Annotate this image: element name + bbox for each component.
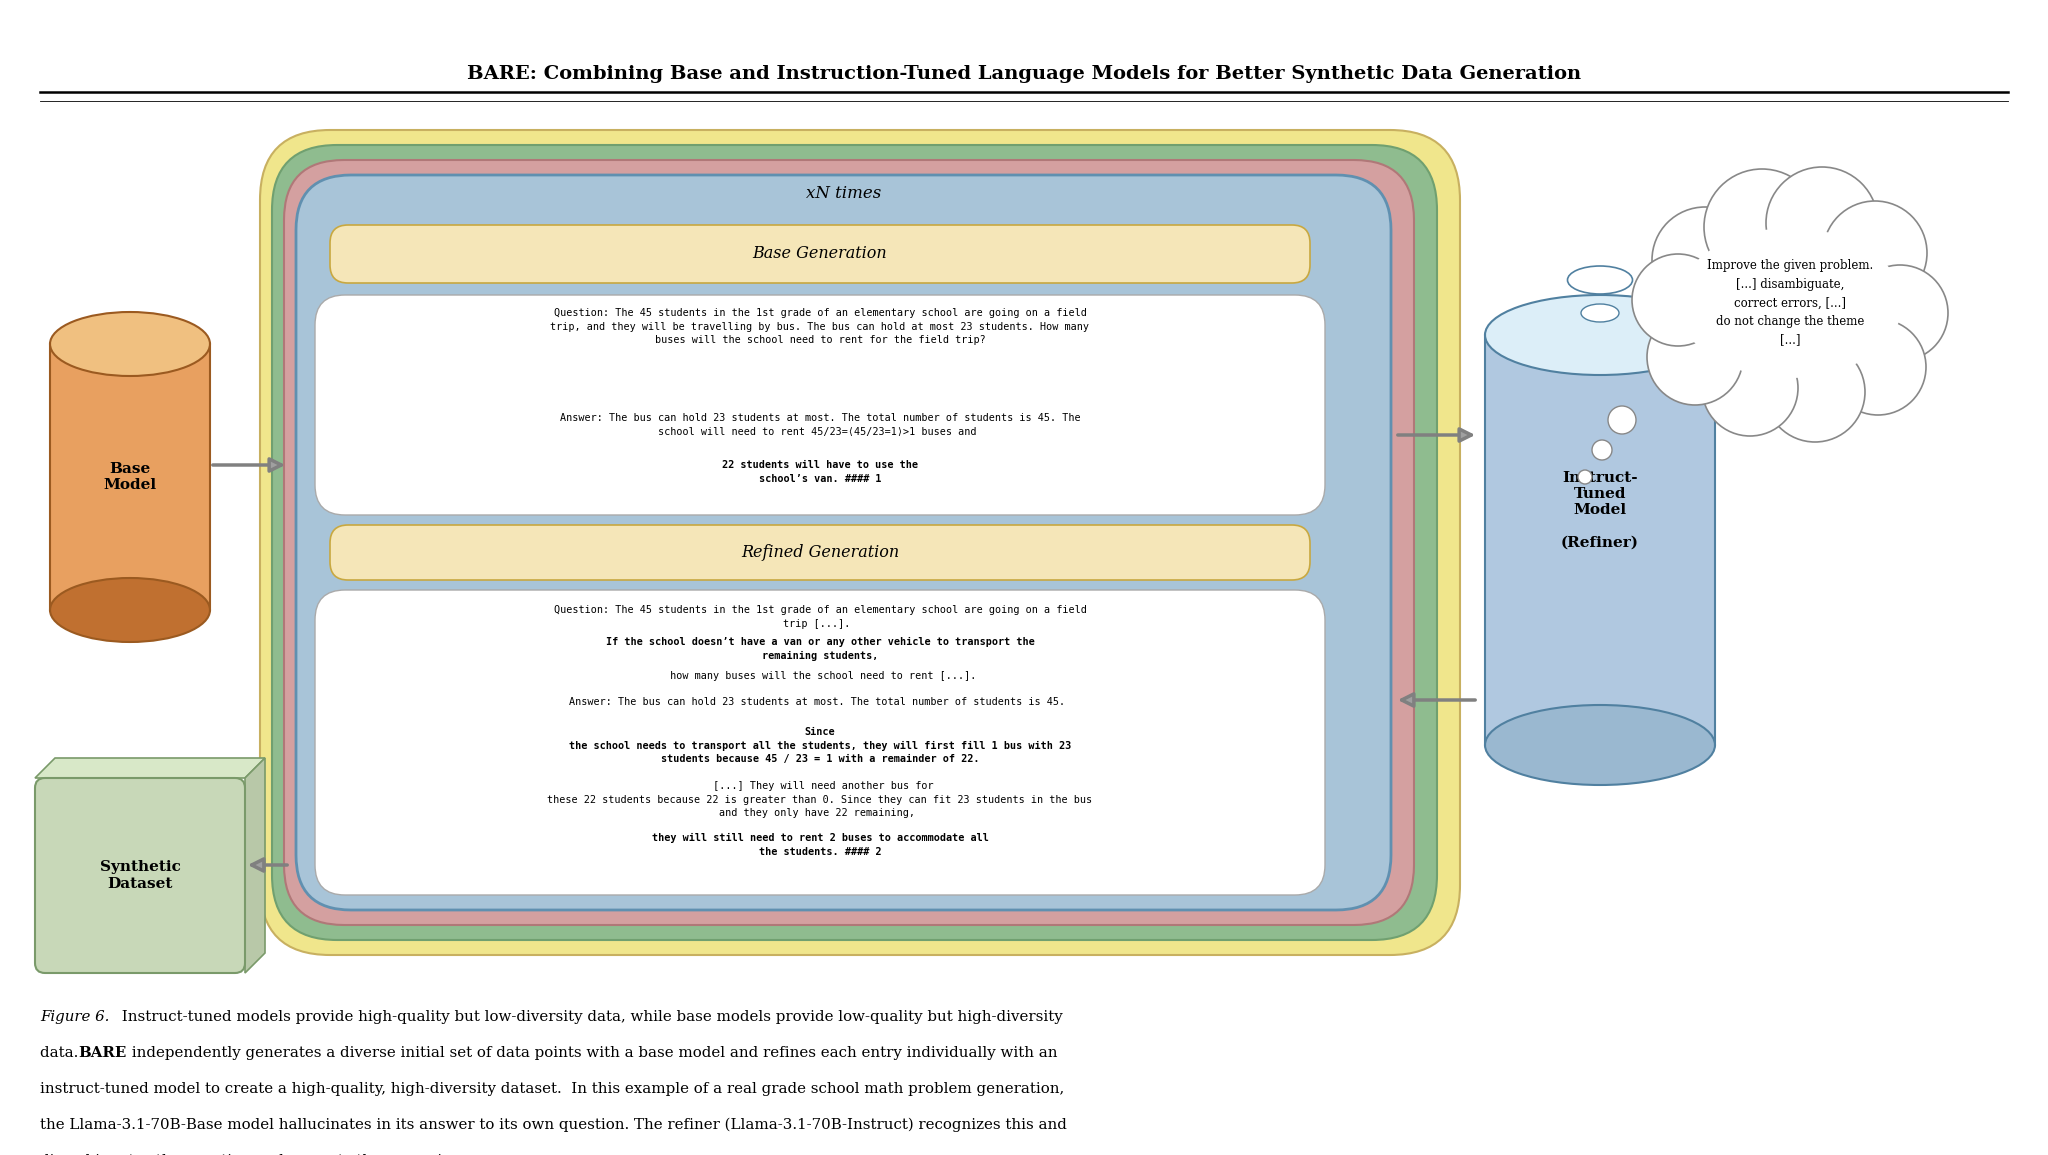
Circle shape [1765, 167, 1878, 280]
Ellipse shape [1567, 266, 1632, 295]
Circle shape [1591, 440, 1612, 460]
Circle shape [1579, 470, 1591, 484]
Text: independently generates a diverse initial set of data points with a base model a: independently generates a diverse initia… [127, 1046, 1057, 1060]
Text: [...] They will need another bus for
these 22 students because 22 is greater tha: [...] They will need another bus for the… [547, 781, 1092, 818]
Circle shape [1851, 264, 1948, 362]
Text: how many buses will the school need to rent [...].: how many buses will the school need to r… [664, 671, 977, 681]
Text: Figure 6.: Figure 6. [41, 1009, 109, 1024]
Circle shape [1632, 254, 1724, 346]
Text: BARE: Combining Base and Instruction-Tuned Language Models for Better Synthetic : BARE: Combining Base and Instruction-Tun… [467, 65, 1581, 83]
Text: Since
the school needs to transport all the students, they will first fill 1 bus: Since the school needs to transport all … [569, 726, 1071, 765]
Bar [49, 344, 211, 610]
Text: data.: data. [41, 1046, 84, 1060]
Ellipse shape [1485, 705, 1714, 785]
Text: If the school doesn’t have a van or any other vehicle to transport the
remaining: If the school doesn’t have a van or any … [606, 638, 1034, 661]
Text: Instruct-tuned models provide high-quality but low-diversity data, while base mo: Instruct-tuned models provide high-quali… [117, 1009, 1063, 1024]
Text: they will still need to rent 2 buses to accommodate all
the students. #### 2: they will still need to rent 2 buses to … [651, 833, 989, 857]
Circle shape [1608, 407, 1636, 434]
Text: Question: The 45 students in the 1st grade of an elementary school are going on : Question: The 45 students in the 1st gra… [553, 605, 1085, 628]
FancyBboxPatch shape [297, 176, 1391, 910]
Text: Answer: The bus can hold 23 students at most. The total number of students is 45: Answer: The bus can hold 23 students at … [569, 696, 1071, 707]
Polygon shape [246, 758, 264, 973]
Text: Base
Model: Base Model [104, 462, 156, 492]
Ellipse shape [1581, 304, 1620, 322]
Circle shape [1831, 319, 1925, 415]
FancyBboxPatch shape [315, 590, 1325, 895]
FancyBboxPatch shape [330, 225, 1311, 283]
Text: Synthetic
Dataset: Synthetic Dataset [100, 860, 180, 891]
Text: xN times: xN times [807, 185, 881, 201]
Circle shape [1765, 342, 1866, 442]
Ellipse shape [49, 312, 211, 377]
FancyBboxPatch shape [285, 161, 1413, 925]
Text: the Llama-3.1-70B-Base model hallucinates in its answer to its own question. The: the Llama-3.1-70B-Base model hallucinate… [41, 1118, 1067, 1132]
Text: 22 students will have to use the
school’s van. #### 1: 22 students will have to use the school’… [723, 460, 918, 484]
Text: Base Generation: Base Generation [754, 246, 887, 262]
FancyBboxPatch shape [35, 778, 246, 973]
Ellipse shape [49, 578, 211, 642]
Text: instruct-tuned model to create a high-quality, high-diversity dataset.  In this : instruct-tuned model to create a high-qu… [41, 1082, 1065, 1096]
Text: Answer: The bus can hold 23 students at most. The total number of students is 45: Answer: The bus can hold 23 students at … [559, 413, 1079, 437]
FancyBboxPatch shape [330, 526, 1311, 580]
FancyBboxPatch shape [315, 295, 1325, 515]
FancyBboxPatch shape [260, 131, 1460, 955]
Circle shape [1702, 340, 1798, 435]
Text: Refined Generation: Refined Generation [741, 544, 899, 561]
Text: Instruct-
Tuned
Model

(Refiner): Instruct- Tuned Model (Refiner) [1561, 470, 1638, 550]
Text: Question: The 45 students in the 1st grade of an elementary school are going on : Question: The 45 students in the 1st gra… [551, 308, 1090, 345]
Circle shape [1823, 201, 1927, 305]
Text: BARE: BARE [78, 1046, 127, 1060]
Circle shape [1647, 310, 1743, 405]
Circle shape [1704, 169, 1821, 285]
Ellipse shape [1677, 228, 1903, 378]
Polygon shape [35, 758, 264, 778]
Circle shape [1653, 207, 1757, 313]
FancyBboxPatch shape [272, 146, 1438, 940]
Text: Improve the given problem.
[...] disambiguate,
correct errors, [...]
do not chan: Improve the given problem. [...] disambi… [1706, 260, 1874, 346]
Bar [1485, 335, 1714, 745]
Ellipse shape [1485, 295, 1714, 375]
